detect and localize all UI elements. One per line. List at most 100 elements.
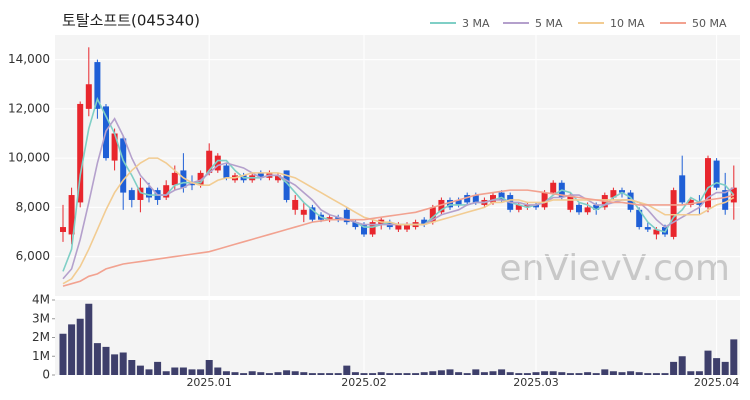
- candle-body: [343, 209, 350, 223]
- candle-body: [722, 190, 729, 210]
- candle-body: [326, 217, 333, 220]
- candle-body: [94, 62, 101, 109]
- volume-bar: [558, 372, 566, 375]
- volume-bar: [197, 369, 205, 375]
- volume-bar: [566, 373, 574, 375]
- volume-bar: [403, 373, 411, 375]
- volume-bar: [76, 318, 84, 375]
- y-tick-label: 10,000: [8, 151, 50, 165]
- candle-body: [223, 165, 230, 178]
- candle-body: [283, 170, 290, 200]
- candle-body: [163, 185, 170, 198]
- volume-bar: [584, 372, 592, 375]
- candle-body: [550, 182, 557, 193]
- volume-bar: [661, 373, 669, 375]
- candle-body: [189, 182, 195, 186]
- volume-bar: [308, 373, 316, 375]
- volume-bar: [670, 361, 678, 375]
- candle-body: [696, 202, 703, 205]
- volume-bar: [119, 352, 127, 375]
- candle-body: [206, 150, 213, 173]
- volume-bar: [334, 373, 342, 375]
- y-tick-label: 2M: [32, 330, 50, 344]
- volume-bar: [274, 372, 282, 375]
- volume-bar: [549, 371, 557, 375]
- candle-body: [584, 207, 591, 213]
- volume-bar: [713, 358, 721, 375]
- volume-bar: [730, 339, 738, 375]
- volume-bar: [240, 373, 248, 375]
- candle-body: [705, 158, 711, 208]
- volume-bar: [463, 373, 471, 375]
- candle-body: [257, 172, 264, 178]
- candle-body: [214, 155, 221, 171]
- chart-title: 토탈소프트(045340): [62, 12, 200, 30]
- ma-line: [62, 189, 735, 287]
- volume-bar: [283, 370, 291, 375]
- volume-bar: [162, 371, 170, 375]
- candle-body: [498, 192, 505, 200]
- volume-bar: [85, 303, 93, 375]
- candle-body: [541, 192, 548, 208]
- candle-body: [180, 170, 187, 188]
- watermark: enVievV.com: [499, 248, 730, 289]
- volume-bar: [171, 367, 179, 375]
- candle-body: [361, 224, 367, 235]
- candle-body: [68, 195, 75, 235]
- legend-label: 50 MA: [692, 17, 727, 30]
- candle-body: [197, 172, 204, 186]
- candle-body: [670, 190, 677, 237]
- volume-bar: [377, 372, 385, 375]
- volume-bar: [136, 365, 144, 375]
- candle-body: [464, 195, 471, 203]
- volume-bar: [300, 372, 308, 375]
- candle-body: [300, 209, 307, 215]
- volume-bar: [515, 373, 523, 375]
- candle-body: [490, 195, 496, 203]
- volume-bar: [205, 360, 213, 375]
- volume-bar: [317, 373, 325, 375]
- volume-bar: [369, 373, 377, 375]
- candle-body: [713, 160, 720, 188]
- y-tick-label: 6,000: [16, 249, 50, 263]
- volume-bar: [601, 369, 609, 375]
- volume-bar: [326, 373, 334, 375]
- y-tick-label: 8,000: [16, 200, 50, 214]
- volume-bar: [429, 371, 437, 375]
- candle-body: [447, 199, 453, 208]
- candle-body: [533, 204, 539, 208]
- volume-panel: [55, 300, 740, 375]
- candle-body: [644, 227, 651, 230]
- candle-body: [146, 187, 152, 198]
- y-tick-label: 14,000: [8, 52, 50, 66]
- candle-body: [77, 103, 84, 203]
- candle-body: [369, 222, 376, 235]
- candle-body: [128, 190, 135, 200]
- candle-body: [111, 133, 118, 161]
- volume-bar: [523, 373, 531, 375]
- volume-bar: [635, 372, 643, 375]
- volume-bar: [678, 356, 686, 375]
- volume-bar: [592, 373, 600, 375]
- volume-bar: [652, 373, 660, 375]
- volume-bar: [111, 354, 119, 375]
- candle-body: [593, 204, 600, 210]
- candle-body: [429, 207, 436, 223]
- candle-body: [636, 209, 643, 228]
- x-tick-label: 2025.02: [341, 376, 387, 389]
- candle-body: [171, 172, 178, 186]
- volume-bar: [128, 360, 136, 375]
- y-tick-label: 4M: [32, 293, 50, 307]
- volume-bar: [188, 369, 196, 375]
- candle-body: [60, 227, 66, 232]
- volume-bar: [618, 372, 626, 375]
- volume-bar: [695, 371, 703, 375]
- volume-bar: [214, 367, 222, 375]
- candle-body: [120, 138, 127, 193]
- legend-label: 5 MA: [535, 17, 563, 30]
- candle-body: [352, 222, 359, 228]
- legend-label: 3 MA: [462, 17, 490, 30]
- y-tick-label: 12,000: [8, 101, 50, 115]
- volume-bar: [394, 373, 402, 375]
- volume-bar: [721, 361, 729, 375]
